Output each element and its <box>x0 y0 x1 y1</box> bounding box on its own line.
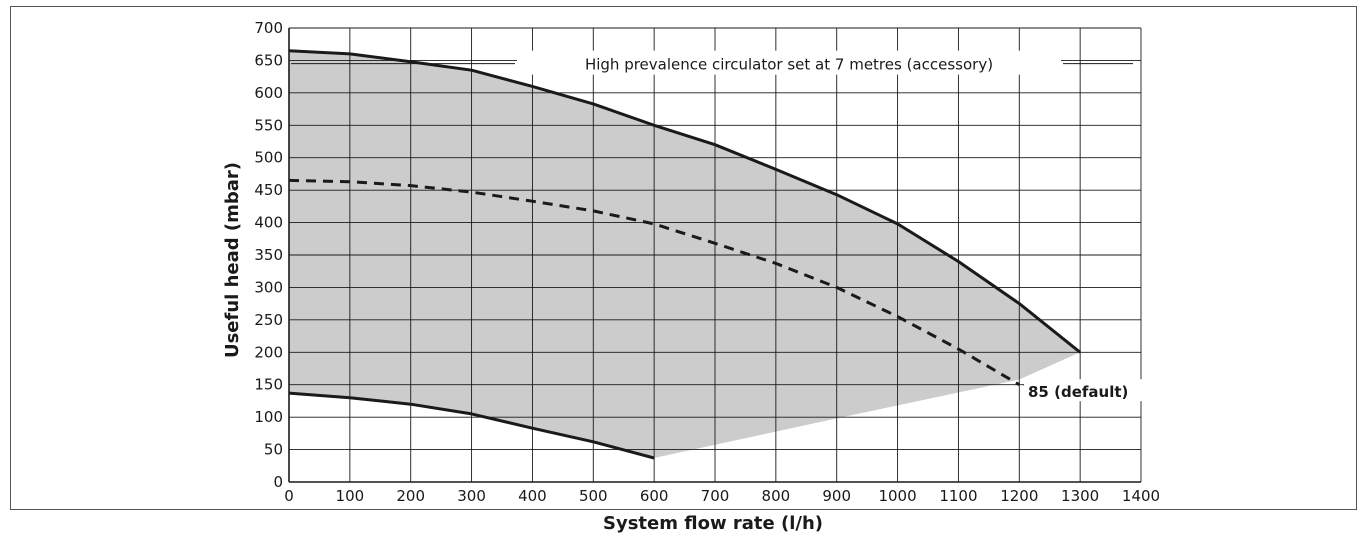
x-tick-label: 900 <box>822 487 851 505</box>
y-axis-title: Useful head (mbar) <box>222 162 243 358</box>
y-tick-label: 350 <box>254 246 283 264</box>
x-tick-label: 1400 <box>1122 487 1160 505</box>
x-tick-label: 1000 <box>878 487 916 505</box>
x-tick-label: 200 <box>396 487 425 505</box>
default-85-curve <box>288 178 1021 386</box>
x-tick-label: 600 <box>640 487 669 505</box>
x-tick-label: 500 <box>579 487 608 505</box>
x-tick-label: 1300 <box>1061 487 1099 505</box>
y-tick-label: 50 <box>264 441 283 459</box>
y-tick-label: 500 <box>254 149 283 167</box>
series <box>288 49 1082 460</box>
y-tick-label: 400 <box>254 214 283 232</box>
operating-area-fill <box>289 50 1081 458</box>
y-tick-label: 700 <box>254 19 283 37</box>
y-tick-label: 550 <box>254 116 283 134</box>
operating-area <box>289 50 1081 458</box>
high-prevalence-curve <box>288 49 1082 354</box>
annotation-default-bg <box>1024 379 1144 402</box>
grid <box>288 27 1142 483</box>
y-tick-label: 300 <box>254 278 283 296</box>
y-tick-label: 0 <box>273 473 283 491</box>
x-axis-title: System flow rate (l/h) <box>603 513 823 533</box>
chart-frame <box>10 6 1357 510</box>
minimum-curve <box>288 391 655 460</box>
y-tick-label: 600 <box>254 84 283 102</box>
y-tick-label: 650 <box>254 51 283 69</box>
x-tick-label: 0 <box>284 487 294 505</box>
y-tick-label: 100 <box>254 408 283 426</box>
annotation-label-bg <box>517 50 1061 75</box>
x-tick-label: 1200 <box>1000 487 1038 505</box>
annotation-default: 85 (default) <box>1028 383 1128 401</box>
x-tick-label: 700 <box>701 487 730 505</box>
tick-labels: 0 100 200 300 400 500 600 700 800 900 1000 1100 1200… <box>254 19 1160 505</box>
x-tick-label: 1100 <box>939 487 977 505</box>
annotation-high-prevalence: High prevalence circulator set at 7 metr… <box>585 56 993 74</box>
y-tick-label: 250 <box>254 311 283 329</box>
x-tick-label: 800 <box>762 487 791 505</box>
y-tick-label: 150 <box>254 376 283 394</box>
annotations: High prevalence circulator set at 7 metr… <box>291 50 1144 402</box>
x-tick-label: 100 <box>336 487 365 505</box>
x-tick-label: 400 <box>518 487 547 505</box>
y-tick-label: 450 <box>254 181 283 199</box>
y-tick-label: 200 <box>254 343 283 361</box>
x-tick-label: 300 <box>457 487 486 505</box>
